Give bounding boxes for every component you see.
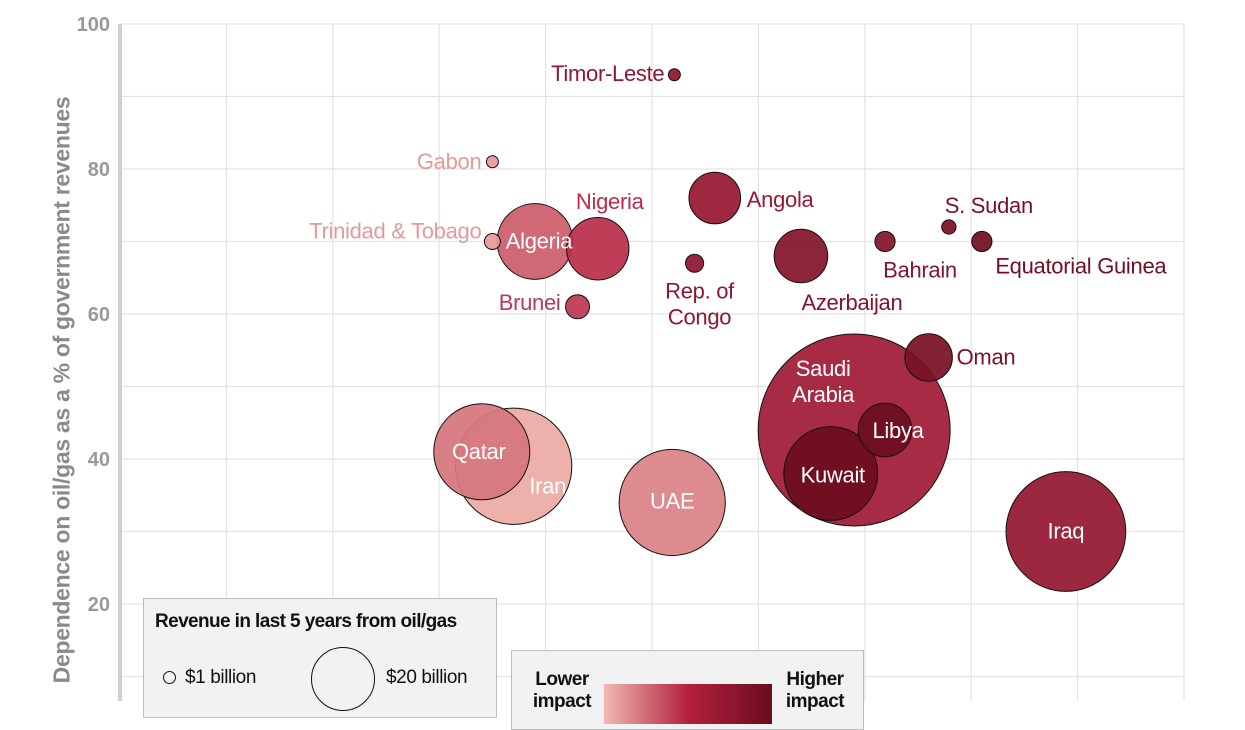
bubble-iraq [1005,471,1127,592]
bubble-equatorial-guinea [971,230,993,253]
bubble-label: Equatorial Guinea [995,254,1167,279]
bubble-label: Iran [529,473,566,498]
y-tick-label: 40 [88,449,110,471]
bubble-libya [857,402,913,458]
size-legend-small-circle [163,671,176,684]
bubble-uae [618,448,726,557]
y-axis-label: Dependence on oil/gas as a % of governme… [48,96,75,684]
bubble-qatar [433,403,531,501]
bubble-label: Arabia [792,382,855,407]
bubble-label: S. Sudan [945,193,1033,218]
bubble-angola [688,171,742,225]
size-legend-title: Revenue in last 5 years from oil/gas [155,611,457,632]
bubble-rep-of-congo [685,253,705,273]
bubble-label: Libya [872,418,924,443]
bubble-label: Iraq [1048,519,1085,544]
bubble-label: Gabon [417,149,482,174]
bubble-label: Azerbaijan [801,290,902,315]
size-legend-large-label: $20 billion [386,667,468,688]
bubble-azerbaijan [773,228,829,284]
color-legend-low-label: Lower impact [532,669,592,712]
color-gradient-bar [604,684,772,724]
bubble-label: Kuwait [801,463,865,488]
bubble-timor-leste [667,68,681,82]
bubble-label: Qatar [452,439,506,464]
size-legend-large-circle [311,647,375,711]
bubble-label: Brunei [499,290,561,315]
bubble-bahrain [874,230,896,253]
bubble-s-sudan [941,219,957,235]
bubble-label: UAE [650,489,694,514]
bubble-label: Oman [957,345,1016,370]
color-legend: Lower impact Higher impact [511,650,864,730]
bubble-gabon [485,155,499,169]
size-legend: Revenue in last 5 years from oil/gas $1 … [143,598,497,718]
bubble-label: Trinidad & Tobago [309,219,481,244]
bubble-kuwait [783,426,879,521]
bubble-label: Nigeria [576,189,645,214]
y-tick-label: 80 [88,159,110,181]
bubble-label: Algeria [506,229,573,254]
size-legend-small-label: $1 billion [185,667,256,688]
y-tick-label: 20 [88,594,110,616]
bubble-label: Saudi [796,356,851,381]
bubble-label: Congo [668,304,731,329]
bubble-nigeria [566,217,630,281]
bubble-label: Bahrain [883,258,957,283]
bubble-oman [904,333,953,382]
y-tick-label: 100 [77,14,110,36]
bubble-label: Angola [747,187,815,212]
y-tick-label: 60 [88,304,110,326]
bubble-label: Rep. of [665,278,735,303]
bubble-trinidad-tobago [483,233,501,250]
bubble-chart: 20 40 60 80 100 Timor-Leste Gabon Trinidad & To… [77,14,1185,701]
bubble-brunei [565,294,590,320]
color-legend-high-label: Higher impact [785,669,845,712]
bubble-label: Timor-Leste [551,61,664,86]
